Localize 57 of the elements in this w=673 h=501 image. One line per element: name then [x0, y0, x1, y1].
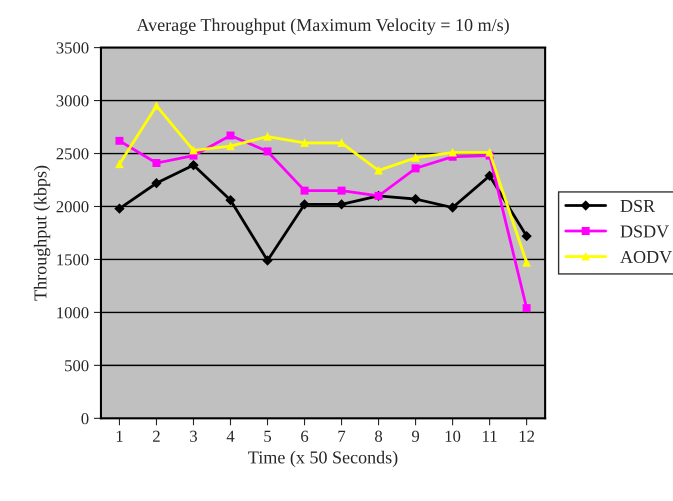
- point: [300, 199, 310, 210]
- legend-label: AODV: [620, 250, 672, 264]
- legend-label: DSDV: [620, 225, 669, 238]
- x-tick-label: 2: [153, 430, 160, 442]
- x-tick-label: 12: [520, 430, 534, 442]
- y-tick-label: 3500: [56, 42, 89, 54]
- x-tick-label: 9: [412, 430, 420, 442]
- y-tick-label: 1000: [57, 307, 89, 318]
- point: [448, 202, 458, 212]
- point: [114, 204, 124, 214]
- point: [226, 132, 234, 140]
- point: [522, 304, 531, 312]
- point: [374, 166, 383, 174]
- x-tick-label: 7: [338, 430, 346, 442]
- point: [115, 160, 124, 168]
- point: [152, 102, 160, 110]
- point: [226, 142, 234, 150]
- point: [484, 170, 495, 181]
- y-tick-label: 3000: [56, 95, 89, 107]
- point: [152, 178, 162, 188]
- y-tick-label: 0: [81, 413, 89, 424]
- x-tick-label: 1: [116, 430, 123, 442]
- x-axis-title: Time (x 50 Seconds): [248, 450, 398, 468]
- point: [412, 154, 420, 162]
- point: [338, 138, 346, 147]
- point: [188, 160, 198, 170]
- point: [152, 159, 160, 168]
- point: [522, 231, 532, 242]
- point: [448, 148, 457, 156]
- point: [300, 138, 309, 147]
- x-tick-label: 8: [375, 430, 382, 442]
- y-tick-label: 2000: [56, 201, 89, 212]
- point: [486, 148, 494, 156]
- x-tick-label: 11: [483, 430, 497, 442]
- point: [189, 146, 198, 154]
- y-tick-label: 1500: [57, 254, 89, 266]
- legend-label: DSR: [620, 200, 656, 212]
- point: [522, 258, 531, 267]
- x-tick-label: 5: [264, 430, 272, 442]
- x-tick-label: 6: [301, 430, 308, 442]
- point: [338, 186, 346, 195]
- point: [410, 194, 421, 204]
- point: [262, 256, 272, 266]
- y-tick-label: 2500: [56, 148, 89, 160]
- chart-title: Average Throughput (Maximum Velocity = 10 m/s): [136, 18, 509, 35]
- point: [264, 147, 272, 156]
- point: [300, 186, 309, 195]
- x-tick-label: 10: [446, 430, 460, 442]
- y-axis-title: Throughput (kbps): [34, 166, 50, 301]
- point: [412, 164, 420, 172]
- point: [336, 199, 346, 210]
- x-tick-label: 4: [226, 430, 234, 442]
- x-tick-label: 3: [190, 430, 198, 442]
- point: [115, 136, 124, 145]
- y-tick-label: 500: [65, 360, 89, 372]
- point: [226, 195, 236, 206]
- point: [264, 132, 272, 141]
